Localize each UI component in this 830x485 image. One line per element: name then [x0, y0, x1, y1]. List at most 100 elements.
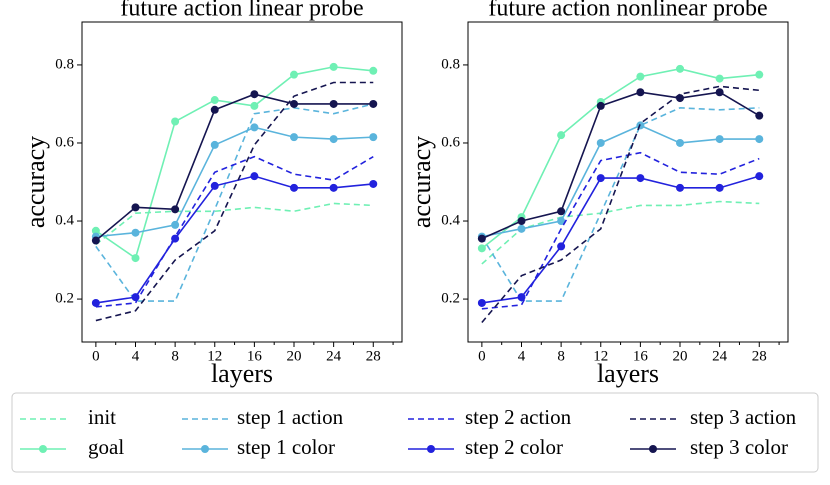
legend-marker — [201, 445, 209, 453]
x-tick-label: 8 — [171, 348, 179, 364]
legend-label: step 3 color — [690, 435, 788, 459]
legend-label: step 2 color — [465, 435, 563, 459]
y-axis-label: accuracy — [21, 136, 50, 228]
marker — [715, 135, 724, 144]
series-line — [481, 68, 760, 249]
y-tick-label: 0.8 — [55, 56, 74, 72]
marker — [250, 172, 259, 181]
chart-title: future action linear probe — [120, 0, 363, 22]
marker — [250, 90, 259, 99]
marker — [517, 293, 526, 302]
x-tick-label: 8 — [557, 348, 565, 364]
marker — [596, 174, 605, 183]
x-tick-label: 12 — [207, 348, 222, 364]
legend-label: init — [88, 405, 116, 429]
series-line — [481, 124, 760, 238]
marker — [755, 172, 764, 181]
marker — [557, 242, 566, 251]
legend-label: step 3 action — [690, 405, 797, 429]
legend-label: goal — [88, 435, 124, 459]
marker — [91, 236, 100, 245]
series-line — [95, 81, 374, 322]
x-axis-label: layers — [211, 359, 273, 388]
marker — [557, 207, 566, 216]
marker — [369, 66, 378, 75]
marker — [755, 111, 764, 120]
legend-box — [11, 392, 819, 473]
y-tick-label: 0.4 — [55, 212, 74, 228]
marker — [557, 131, 566, 140]
marker — [636, 174, 645, 183]
marker — [517, 217, 526, 226]
series-line — [95, 175, 374, 304]
series-line — [95, 93, 374, 242]
marker — [715, 183, 724, 192]
y-tick-label: 0.6 — [55, 134, 74, 150]
marker — [290, 99, 299, 108]
marker — [329, 62, 338, 71]
marker — [369, 99, 378, 108]
y-tick-label: 0.4 — [441, 212, 460, 228]
series-line — [481, 85, 760, 324]
series-line — [95, 126, 374, 238]
marker — [171, 117, 180, 126]
marker — [131, 293, 140, 302]
marker — [477, 244, 486, 253]
marker — [171, 220, 180, 229]
legend-marker — [39, 445, 47, 453]
series-line — [481, 91, 760, 240]
series-line — [95, 103, 374, 302]
x-tick-label: 24 — [326, 348, 342, 364]
x-tick-label: 28 — [366, 348, 381, 364]
marker — [171, 234, 180, 243]
x-tick-label: 12 — [593, 348, 608, 364]
marker — [596, 101, 605, 110]
series-line — [95, 66, 374, 260]
marker — [676, 138, 685, 147]
x-tick-label: 0 — [478, 348, 486, 364]
legend-label: step 2 action — [465, 405, 572, 429]
y-tick-label: 0.6 — [441, 134, 460, 150]
marker — [636, 88, 645, 97]
marker — [636, 72, 645, 81]
marker — [210, 96, 219, 105]
y-tick-label: 0.8 — [441, 56, 460, 72]
series-line — [481, 175, 760, 304]
marker — [676, 64, 685, 73]
marker — [329, 183, 338, 192]
x-tick-label: 4 — [518, 348, 526, 364]
marker — [210, 181, 219, 190]
x-tick-label: 24 — [712, 348, 728, 364]
marker — [369, 179, 378, 188]
marker — [290, 70, 299, 79]
legend-marker — [427, 445, 435, 453]
marker — [250, 101, 259, 110]
marker — [755, 70, 764, 79]
marker — [557, 217, 566, 226]
x-tick-label: 20 — [287, 348, 302, 364]
marker — [210, 105, 219, 114]
marker — [477, 298, 486, 307]
marker — [210, 140, 219, 149]
marker — [91, 298, 100, 307]
marker — [171, 205, 180, 214]
marker — [369, 133, 378, 142]
marker — [131, 228, 140, 237]
series-line — [481, 151, 760, 310]
x-tick-label: 28 — [752, 348, 767, 364]
marker — [477, 234, 486, 243]
marker — [131, 254, 140, 263]
x-tick-label: 16 — [247, 348, 263, 364]
marker — [290, 183, 299, 192]
x-tick-label: 4 — [132, 348, 140, 364]
marker — [676, 94, 685, 103]
marker — [329, 135, 338, 144]
y-tick-label: 0.2 — [55, 291, 74, 307]
marker — [715, 88, 724, 97]
marker — [329, 99, 338, 108]
x-tick-label: 16 — [633, 348, 649, 364]
x-axis-label: layers — [597, 359, 659, 388]
marker — [290, 133, 299, 142]
marker — [715, 74, 724, 83]
